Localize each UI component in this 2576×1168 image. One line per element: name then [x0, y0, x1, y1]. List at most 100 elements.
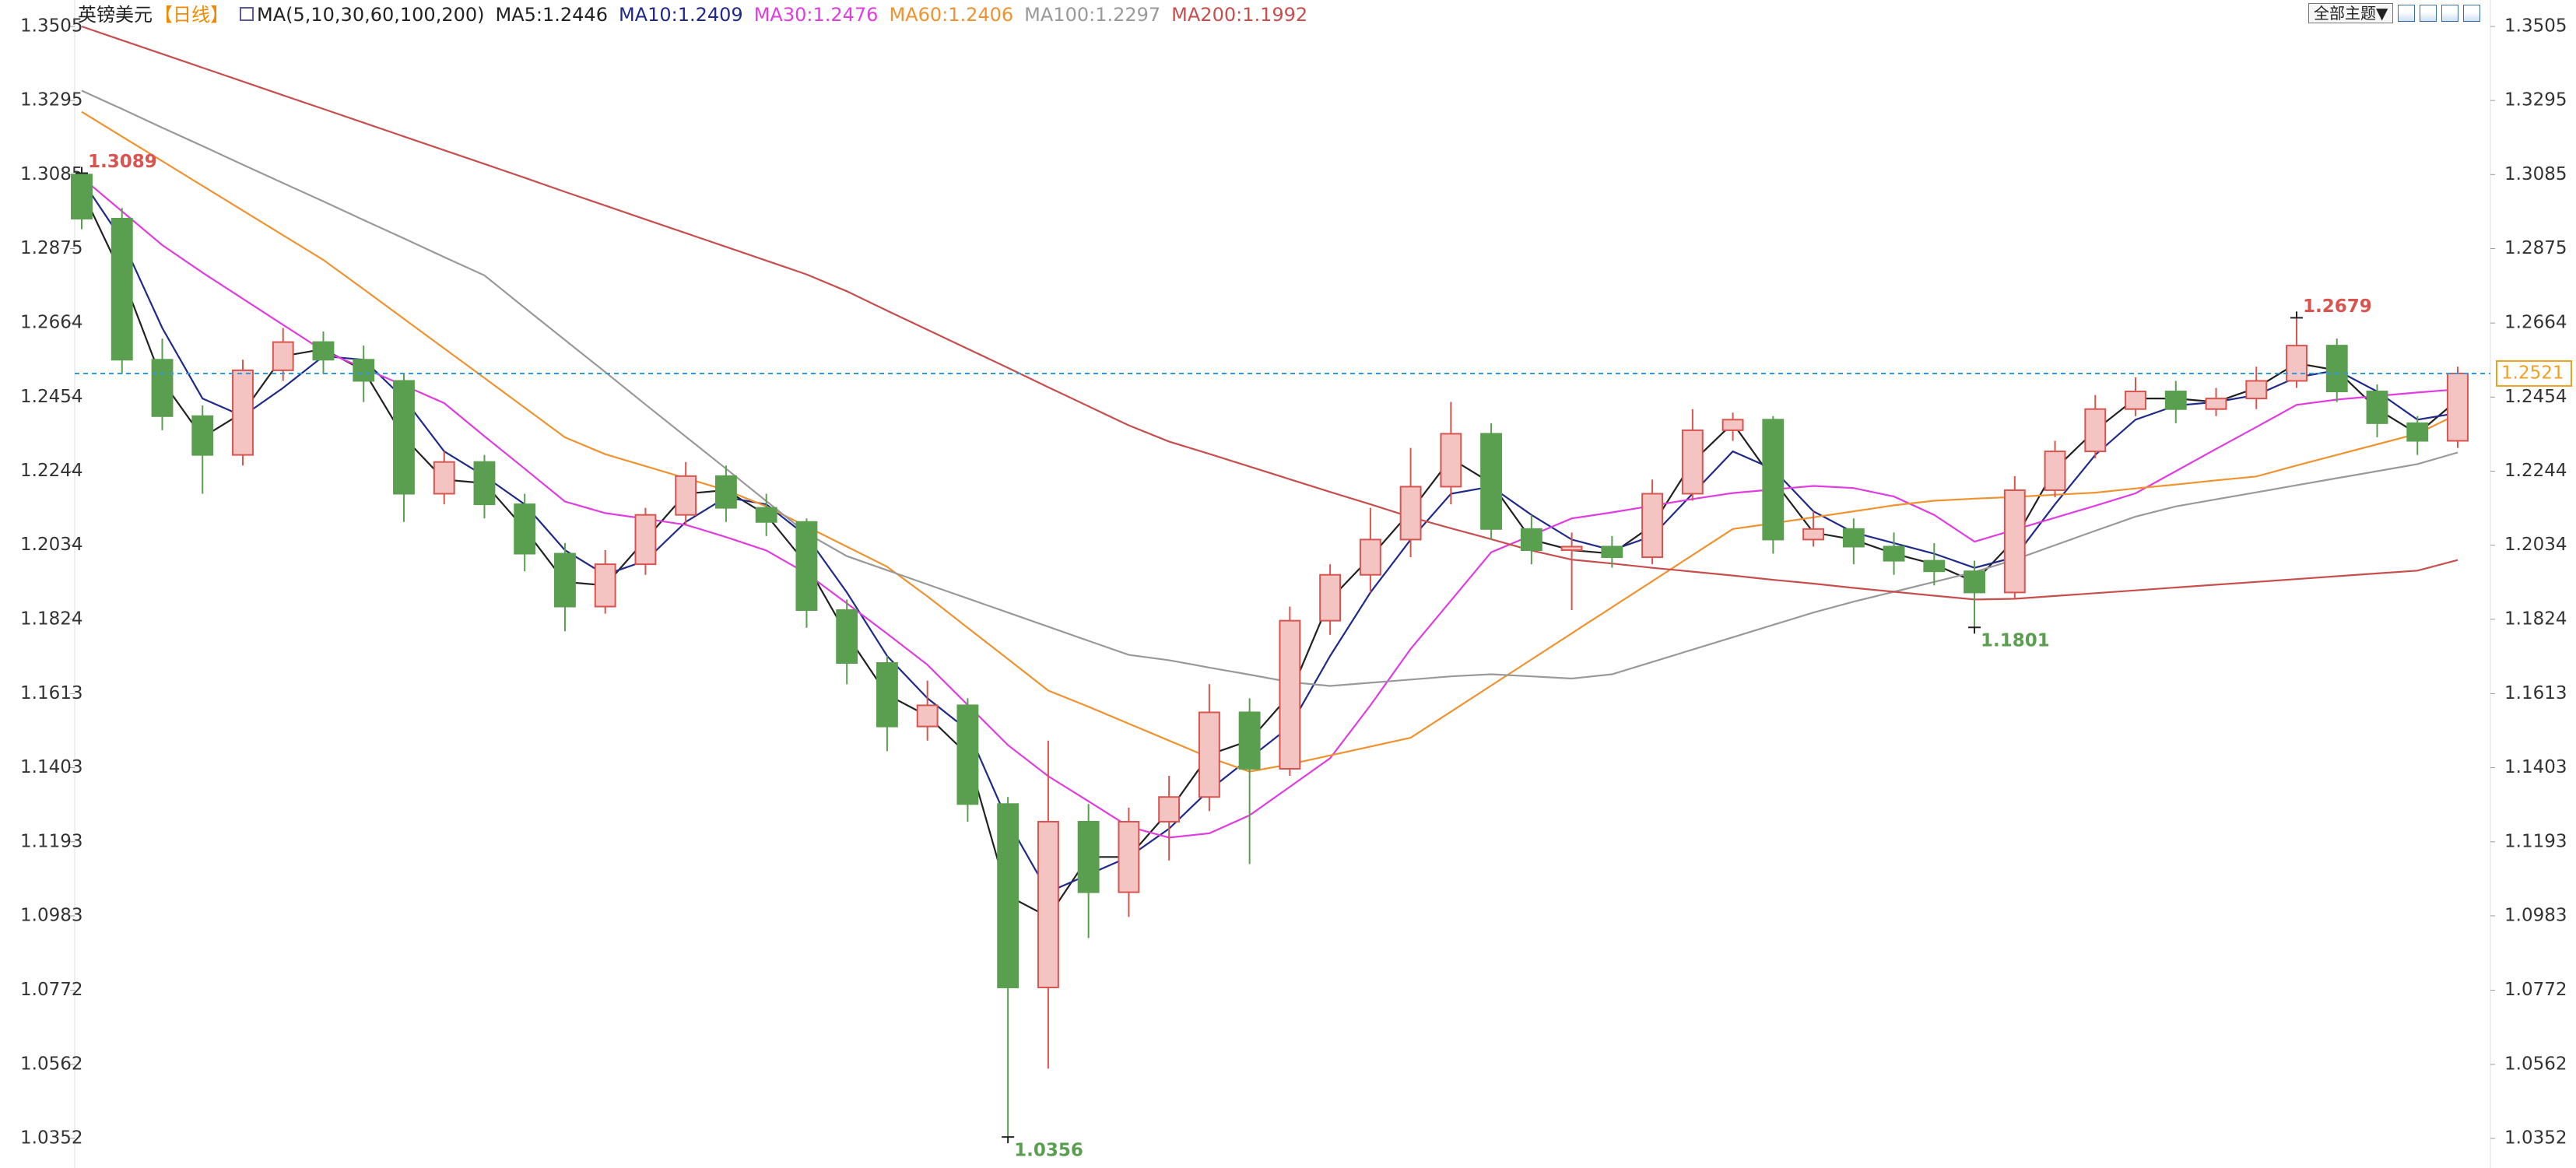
candle-body — [795, 521, 818, 612]
candle-body — [2406, 422, 2429, 442]
candle-body — [1560, 545, 1583, 551]
y-tick-label: 1.0983 — [20, 905, 82, 925]
candle-body — [232, 369, 254, 456]
extreme-label: 1.2679 — [2303, 296, 2372, 317]
candle-body — [1681, 429, 1704, 495]
candle-body — [956, 704, 979, 805]
y-tick-label: 1.2244 — [2504, 461, 2567, 481]
candle-body — [1399, 486, 1422, 541]
candle-body — [1238, 711, 1261, 770]
last-price-box — [2496, 360, 2572, 387]
candle-body — [272, 341, 294, 371]
candle-body — [2325, 345, 2348, 393]
extreme-label: 1.0356 — [1014, 1141, 1083, 1161]
candle-body — [71, 174, 93, 219]
y-tick-label: 1.2875 — [20, 238, 82, 258]
candle-body — [353, 359, 375, 382]
candle-body — [433, 461, 455, 495]
candle-body — [1923, 559, 1946, 573]
y-tick-label: 1.1403 — [20, 757, 82, 777]
instrument-title: 英镑美元 — [78, 4, 153, 26]
candle-body — [151, 359, 174, 417]
candle-body — [634, 514, 657, 566]
extreme-label: 1.3089 — [88, 152, 157, 172]
y-tick-label: 1.2875 — [2504, 238, 2567, 258]
candle-body — [191, 415, 214, 456]
y-tick-label: 1.2244 — [20, 461, 82, 481]
y-tick-label: 1.0562 — [2504, 1054, 2567, 1074]
theme-button[interactable]: 全部主题▼ — [2308, 3, 2394, 23]
tool-icon[interactable] — [2441, 5, 2459, 22]
candle-body — [1359, 538, 1381, 576]
candle-body — [1319, 573, 1342, 622]
toolbar: 全部主题▼ — [2308, 3, 2481, 23]
candle-body — [2164, 391, 2187, 410]
y-tick-label: 1.1613 — [20, 683, 82, 703]
candle-body — [1762, 419, 1785, 541]
ma-icon[interactable] — [240, 7, 254, 21]
tool-icon[interactable] — [2398, 5, 2416, 22]
candle-body — [2125, 391, 2146, 410]
candle-body — [1440, 433, 1462, 488]
y-tick-label: 1.2454 — [2504, 387, 2567, 407]
candle-body — [1480, 433, 1503, 530]
candle-body — [876, 662, 898, 728]
y-tick-label: 1.1824 — [20, 609, 82, 629]
candle-body — [997, 803, 1020, 988]
candle-body — [1158, 796, 1181, 823]
candle-body — [473, 461, 496, 506]
legend-entry: MA200:1.1992 — [1171, 4, 1308, 26]
y-tick-label: 1.1193 — [2504, 831, 2567, 851]
candle-body — [554, 552, 576, 608]
candle-body — [1802, 528, 1825, 541]
y-tick-label: 1.2454 — [20, 387, 82, 407]
y-tick-label: 1.1403 — [2504, 757, 2567, 777]
header: 英镑美元 【日线】 MA(5,10,30,60,100,200) MA5:1.2… — [78, 3, 1307, 26]
candle-body — [1520, 528, 1542, 551]
last-price-label: 1.2521 — [2501, 363, 2564, 383]
candle-body — [2286, 345, 2308, 382]
candle-body — [714, 475, 737, 509]
candle-body — [2044, 451, 2066, 491]
candle-body — [675, 475, 697, 516]
legend-entry: MA30:1.2476 — [753, 4, 879, 26]
period[interactable]: 【日线】 — [154, 4, 229, 26]
candle-body — [1279, 619, 1301, 770]
y-tick-label: 1.3505 — [2504, 16, 2567, 36]
y-tick-label: 1.2664 — [2504, 313, 2567, 333]
ma-line — [81, 89, 2458, 687]
y-tick-label: 1.3295 — [20, 90, 82, 110]
y-tick-label: 1.2034 — [20, 535, 82, 555]
candle-body — [312, 341, 335, 361]
y-tick-label: 1.1824 — [2504, 609, 2567, 629]
y-tick-label: 1.3085 — [2504, 164, 2567, 184]
candle-body — [1601, 545, 1623, 559]
legend-entry: MA100:1.2297 — [1024, 4, 1161, 26]
candle-body — [2447, 372, 2469, 442]
y-tick-label: 1.3505 — [20, 16, 82, 36]
legend-entry: MA5:1.2446 — [495, 4, 608, 26]
candle-body — [1641, 493, 1664, 559]
legend-entry: MA10:1.2409 — [618, 4, 743, 26]
tool-icon[interactable] — [2463, 5, 2481, 22]
candle-body — [836, 609, 858, 665]
extreme-label: 1.1801 — [1981, 631, 2050, 651]
y-tick-label: 1.1193 — [20, 831, 82, 851]
y-tick-label: 1.2664 — [20, 313, 82, 333]
y-tick-label: 1.0352 — [2504, 1128, 2567, 1148]
ma-line — [81, 179, 2458, 894]
candle-body — [1118, 820, 1140, 893]
candle-body — [2245, 380, 2268, 400]
candle-body — [111, 217, 133, 361]
candle-body — [514, 503, 536, 555]
candle-body — [594, 563, 616, 608]
candle-body — [1842, 528, 1865, 548]
ma-line — [81, 177, 2458, 839]
y-tick-label: 1.0562 — [20, 1054, 82, 1074]
tool-icon[interactable] — [2420, 5, 2437, 22]
candle-body — [393, 380, 415, 495]
candle-body — [1198, 711, 1220, 798]
candle-body — [1883, 545, 1905, 562]
